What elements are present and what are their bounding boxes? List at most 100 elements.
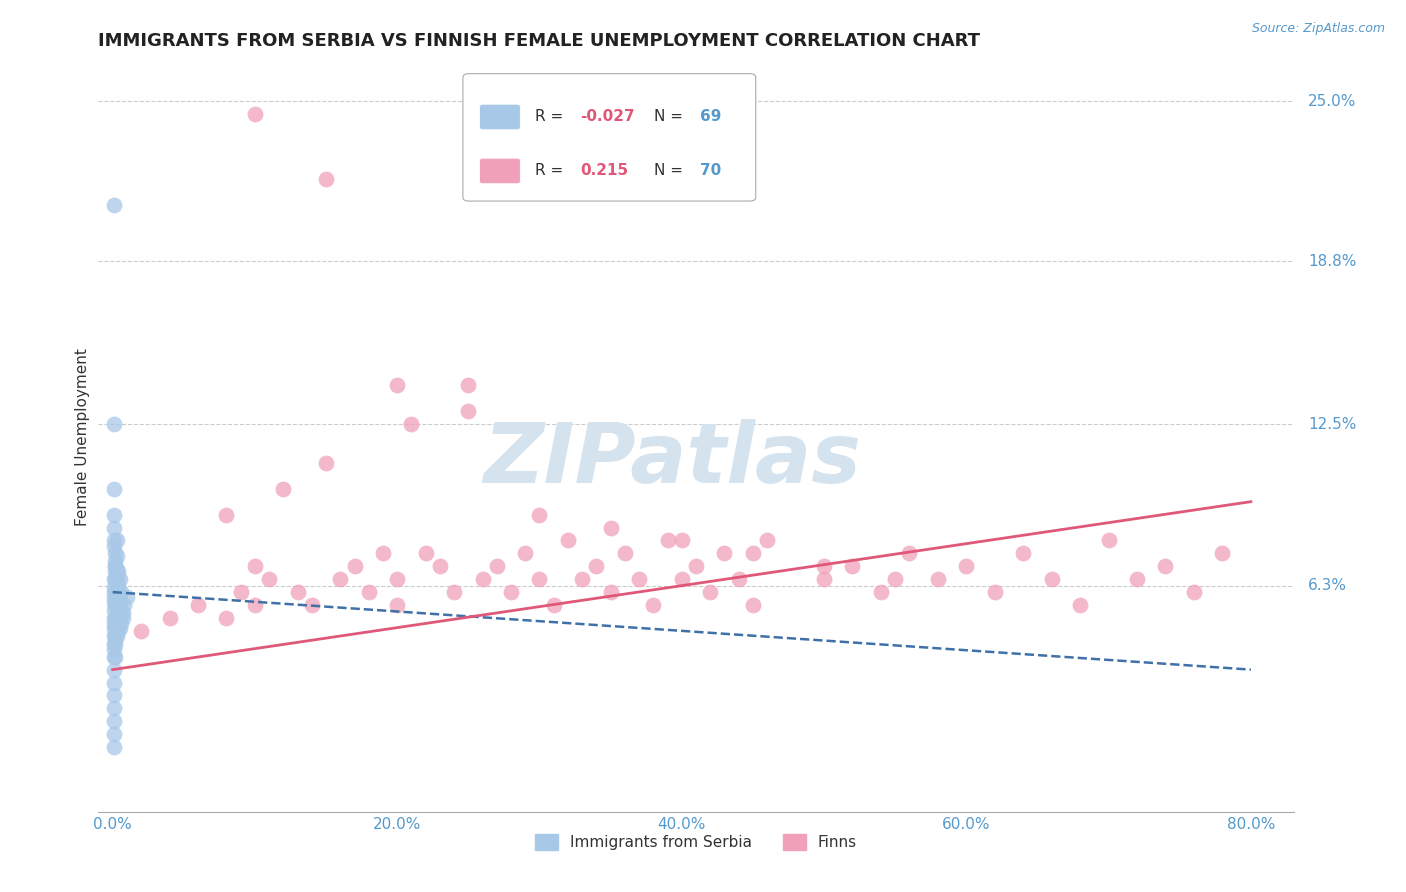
Point xyxy=(955,559,977,574)
Point xyxy=(557,533,579,548)
Point xyxy=(315,456,337,470)
Point xyxy=(103,621,125,635)
Point xyxy=(329,572,352,586)
Point xyxy=(385,598,409,612)
Point xyxy=(129,624,152,638)
Point xyxy=(529,572,551,586)
Point xyxy=(105,549,128,563)
Point xyxy=(104,546,127,560)
Point xyxy=(727,572,749,586)
Point xyxy=(571,572,593,586)
Point xyxy=(870,585,893,599)
Point xyxy=(699,585,721,599)
Point xyxy=(104,565,127,579)
Text: N =: N = xyxy=(654,110,688,125)
Point xyxy=(104,611,127,625)
Point xyxy=(103,642,125,657)
Point xyxy=(103,603,125,617)
Point xyxy=(115,591,138,605)
Point xyxy=(111,606,134,620)
Point xyxy=(1126,572,1149,586)
Point xyxy=(105,618,128,632)
Point xyxy=(104,559,127,574)
Point xyxy=(103,689,125,703)
Point xyxy=(103,585,125,599)
Point xyxy=(159,611,181,625)
Point xyxy=(215,508,238,522)
Point xyxy=(103,675,125,690)
Point xyxy=(105,606,128,620)
Point xyxy=(1154,559,1177,574)
Point xyxy=(443,585,465,599)
Text: ZIPatlas: ZIPatlas xyxy=(484,419,860,500)
Point xyxy=(984,585,1007,599)
Point xyxy=(741,598,763,612)
Point xyxy=(713,546,735,560)
Point xyxy=(385,378,409,392)
Point xyxy=(104,554,127,568)
Point xyxy=(671,572,693,586)
Point xyxy=(107,588,129,602)
Point xyxy=(103,611,125,625)
Point xyxy=(215,611,238,625)
Point xyxy=(107,591,129,605)
Point xyxy=(103,637,125,651)
Point xyxy=(187,598,209,612)
Point xyxy=(103,539,125,553)
Point xyxy=(628,572,651,586)
FancyBboxPatch shape xyxy=(479,104,520,129)
FancyBboxPatch shape xyxy=(479,158,520,184)
Point xyxy=(105,569,128,583)
Point xyxy=(415,546,437,560)
Point xyxy=(1097,533,1119,548)
Point xyxy=(471,572,494,586)
Point xyxy=(243,598,266,612)
Point xyxy=(104,626,127,640)
Point xyxy=(104,572,127,586)
Point xyxy=(813,559,835,574)
Point xyxy=(301,598,323,612)
Point xyxy=(110,616,132,631)
Point xyxy=(105,533,128,548)
Point xyxy=(103,580,125,594)
Point xyxy=(357,585,380,599)
Point xyxy=(103,591,125,605)
Point xyxy=(103,714,125,729)
Point xyxy=(671,533,693,548)
Y-axis label: Female Unemployment: Female Unemployment xyxy=(75,348,90,526)
Point xyxy=(103,508,125,522)
Text: 12.5%: 12.5% xyxy=(1308,417,1357,432)
Point xyxy=(756,533,779,548)
Point xyxy=(107,580,129,594)
Point xyxy=(385,572,409,586)
Legend: Immigrants from Serbia, Finns: Immigrants from Serbia, Finns xyxy=(529,829,863,856)
Point xyxy=(401,417,423,432)
Point xyxy=(229,585,252,599)
Point xyxy=(103,663,125,677)
Point xyxy=(103,629,125,643)
Point xyxy=(105,574,128,589)
Point xyxy=(103,482,125,496)
Text: 25.0%: 25.0% xyxy=(1308,94,1357,109)
Point xyxy=(105,629,128,643)
Point xyxy=(499,585,522,599)
Text: R =: R = xyxy=(534,110,568,125)
Point xyxy=(108,592,131,607)
Point xyxy=(111,611,134,625)
Point xyxy=(343,559,366,574)
Point xyxy=(741,546,763,560)
Point xyxy=(685,559,707,574)
Point xyxy=(543,598,565,612)
Point xyxy=(884,572,907,586)
Point xyxy=(257,572,280,586)
Point xyxy=(103,740,125,755)
Point xyxy=(429,559,451,574)
Point xyxy=(1069,598,1091,612)
Point xyxy=(457,404,479,418)
Point xyxy=(112,598,135,612)
Point xyxy=(841,559,863,574)
Point xyxy=(105,580,128,594)
Point xyxy=(599,520,621,534)
Point xyxy=(104,559,127,574)
Point xyxy=(110,585,132,599)
